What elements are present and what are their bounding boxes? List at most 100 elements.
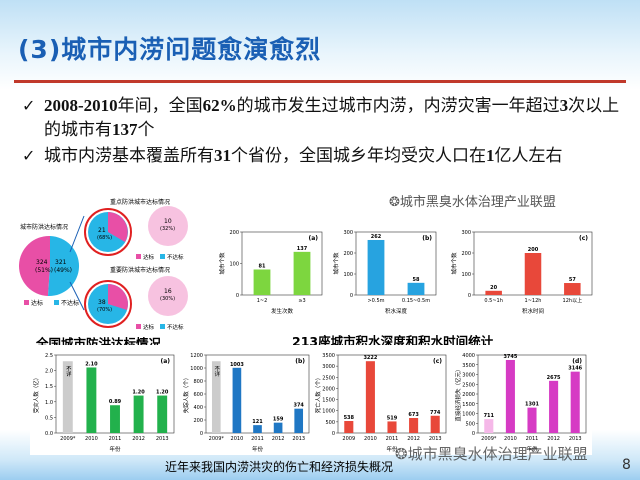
y-tick-label: 3500: [322, 353, 335, 359]
svg-text:10: 10: [164, 218, 172, 225]
bar-label: 3745: [503, 354, 517, 360]
y-tick-label: 0.5: [45, 415, 53, 421]
x-tick-label: 2010: [85, 436, 98, 442]
y-tick-label: 2000: [322, 386, 335, 392]
bar: [484, 419, 494, 433]
bottom-pie: 38 (70%): [84, 280, 132, 328]
x-tick-label: >0.5m: [367, 298, 384, 304]
y-tick-label: 400: [193, 405, 203, 411]
y-tick-label: 500: [325, 420, 335, 426]
bar: [344, 421, 354, 433]
panel-label: (b): [422, 235, 432, 242]
bar-label: 不详: [213, 366, 220, 379]
y-tick-label: 1500: [462, 402, 475, 408]
chart-occurrence: 0 100 200 城市个数 81 1~2 137 ≥3 发生次数 (a): [216, 222, 328, 317]
y-tick-label: 300: [343, 230, 353, 236]
chart-economic-loss: 0 500 1000 1500 2000 2500 3000 3500 4000 直接经济损失（亿…: [452, 345, 592, 455]
pie-slice: [48, 236, 80, 297]
y-tick-label: 0.0: [45, 431, 53, 437]
y-tick-label: 1500: [322, 398, 335, 404]
bar-label: 774: [430, 410, 441, 416]
bar-label: 1301: [525, 402, 539, 408]
x-tick-label: 2010: [504, 436, 517, 442]
bar-label: 519: [387, 415, 398, 421]
bar: [253, 425, 262, 433]
y-tick-label: 300: [461, 230, 471, 236]
bar-unknown: [211, 361, 221, 433]
chart-background: [180, 345, 315, 455]
bar-label: 374: [293, 403, 304, 409]
chart-deaths: 0 500 1000 1500 2000 2500 3000 3500 死亡人数（个） 538 20…: [312, 345, 452, 455]
bar: [527, 407, 537, 433]
x-tick-label: 0.15~0.5m: [402, 298, 430, 304]
svg-text:不达标: 不达标: [167, 323, 184, 331]
y-tick-label: 0: [236, 293, 239, 299]
svg-text:38: 38: [98, 299, 106, 306]
bar: [293, 251, 311, 295]
bar-label: 538: [344, 415, 355, 421]
y-axis-label: 直接经济损失（亿元）: [454, 366, 462, 421]
y-tick-label: 200: [461, 251, 471, 257]
legend-label: 达标: [31, 299, 43, 307]
bar: [387, 421, 397, 433]
bar-label: 3222: [363, 355, 377, 361]
bar: [524, 253, 542, 295]
y-tick-label: 3000: [462, 373, 475, 379]
svg-text:(68%): (68%): [97, 235, 112, 241]
pie-panel: 城市防洪达标情况 324 (51%) 321 (49%) 达标 不达标 重点防洪…: [18, 192, 218, 332]
x-tick-label: 2011: [251, 436, 264, 442]
bar: [232, 367, 242, 433]
y-tick-label: 500: [465, 421, 475, 427]
chart-water-duration: 0 100 200 300 城市个数 20 0.5~1h 200 1~12h 57 12h以上积水时…: [448, 222, 598, 317]
bar-label: 3146: [568, 366, 582, 372]
x-tick-label: 2013: [569, 436, 582, 442]
watermark-bottom: ❂城市黑臭水体治理产业联盟: [395, 445, 588, 463]
x-tick-label: 2011: [109, 436, 122, 442]
bullet-item: ✓ 2008-2010年间，全国62%的城市发生过城市内涝，内涝灾害一年超过3次以…: [22, 96, 620, 140]
x-tick-label: ≥3: [298, 298, 305, 304]
x-axis-label: 积水深度: [385, 307, 408, 315]
y-tick-label: 2.0: [45, 369, 53, 375]
top-pie: 21 (68%): [84, 208, 132, 256]
y-tick-label: 1.0: [45, 400, 53, 406]
bar-label: 1.20: [156, 390, 169, 396]
x-tick-label: 2011: [386, 436, 399, 442]
pie-slice: [18, 235, 50, 296]
y-tick-label: 0: [332, 431, 335, 437]
bar: [564, 283, 581, 295]
y-tick-label: 200: [343, 251, 353, 257]
slide-title: (3)城市内涝问题愈演愈烈: [18, 35, 322, 64]
y-axis-label: 城市个数: [450, 252, 458, 275]
pie-label: 321: [55, 259, 67, 266]
header-background: [0, 0, 640, 90]
x-axis-label: 积水时间: [522, 307, 544, 315]
chart-affected-population: 0.0 0.5 1.0 1.5 2.0 2.5 受灾人数（亿） 不详 2009* 2.10 2010…: [30, 345, 180, 455]
x-tick-label: 2013: [292, 436, 305, 442]
bar: [430, 415, 440, 433]
y-tick-label: 0: [350, 293, 353, 299]
svg-text:达标: 达标: [143, 253, 155, 261]
x-tick-label: 2009*: [209, 436, 225, 442]
bar-unknown: [62, 361, 73, 433]
legend-label: 不达标: [61, 299, 79, 307]
wechat-icon: ❂: [395, 445, 408, 463]
chart-missing-people: 0 200 400 600 800 1000 1200 失踪人数（个） 不详 2009* 1003 2…: [180, 345, 315, 455]
svg-text:达标: 达标: [143, 323, 155, 331]
x-tick-label: 2011: [526, 436, 539, 442]
x-tick-label: 2013: [429, 436, 442, 442]
bar: [294, 408, 304, 433]
big-pie-title: 城市防洪达标情况: [20, 223, 68, 231]
svg-text:16: 16: [164, 288, 172, 295]
x-tick-label: 2013: [156, 436, 169, 442]
y-tick-label: 1200: [190, 353, 203, 359]
panel-label: (c): [433, 358, 442, 365]
bar-label: 57: [569, 277, 576, 283]
y-tick-label: 100: [229, 262, 239, 268]
bar-label: 159: [273, 417, 284, 423]
bar-label: 2675: [547, 375, 561, 381]
bar: [570, 371, 580, 433]
svg-text:(32%): (32%): [160, 226, 175, 232]
chart-water-depth: 0 100 200 300 城市个数 262 >0.5m 58 0.15~0.5m 积水深度 (b): [330, 222, 442, 317]
bar: [273, 422, 283, 433]
bar: [367, 239, 385, 295]
